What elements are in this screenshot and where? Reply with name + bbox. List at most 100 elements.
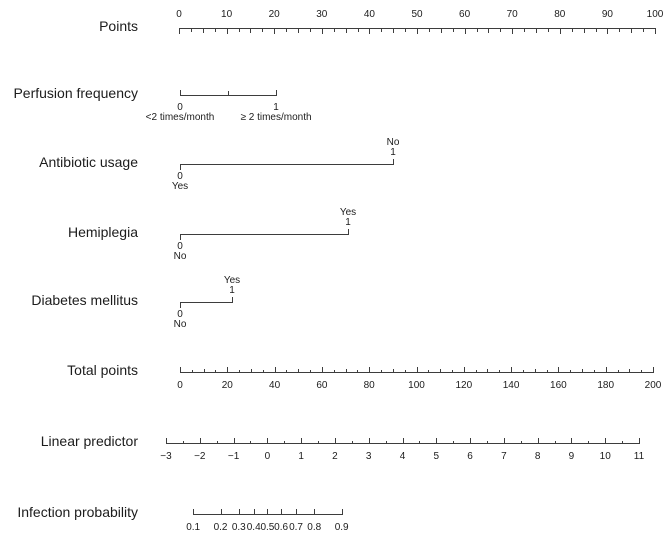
- axis-tick: [583, 28, 585, 33]
- axis-tick: [405, 28, 407, 32]
- mid-tick-perfusion-frequency: [228, 91, 229, 96]
- axis-tick: [593, 369, 595, 373]
- level-name-hemiplegia: Yes: [339, 206, 357, 218]
- tick-label-linear-predictor: 7: [501, 450, 507, 462]
- axis-tick: [588, 440, 590, 444]
- tick-label-linear-predictor: −3: [160, 450, 172, 462]
- level-value-diabetes-mellitus: 0: [177, 308, 183, 320]
- axis-tick: [605, 367, 607, 373]
- axis-tick: [619, 28, 621, 32]
- axis-tick: [238, 28, 240, 32]
- axis-tick: [476, 28, 478, 32]
- axis-tick: [301, 438, 303, 444]
- axis-tick: [214, 28, 216, 32]
- axis-tick: [369, 367, 371, 373]
- axis-tick: [253, 509, 255, 515]
- tick-label-linear-predictor: 10: [599, 450, 611, 462]
- level-value-hemiplegia: 0: [177, 240, 183, 252]
- axis-tick: [500, 28, 502, 32]
- axis-tick: [250, 28, 252, 33]
- tick-label-linear-predictor: 5: [433, 450, 440, 462]
- axis-tick: [318, 440, 320, 444]
- axis-tick: [341, 509, 343, 515]
- axis-tick: [202, 28, 204, 33]
- axis-tick: [286, 28, 288, 32]
- tick-label-infection-probability: 0.5: [260, 521, 275, 533]
- level-value-perfusion-frequency: 1: [273, 101, 279, 113]
- axis-tick: [488, 28, 490, 33]
- axis-tick: [220, 509, 222, 515]
- axis-tick: [428, 28, 430, 32]
- tick-label-total-points: 60: [316, 379, 328, 391]
- axis-tick: [238, 509, 240, 515]
- axis-tick: [416, 367, 418, 373]
- tick-label-infection-probability: 0.8: [307, 521, 322, 533]
- axis-tick: [368, 438, 370, 444]
- axis-tick: [547, 28, 549, 32]
- axis-tick: [190, 28, 192, 32]
- tick-label-points: 40: [363, 8, 375, 20]
- axis-tick: [309, 28, 311, 32]
- axis-tick: [503, 438, 505, 444]
- tick-label-linear-predictor: 11: [633, 450, 645, 462]
- axis-tick: [546, 369, 548, 373]
- level-value-perfusion-frequency: 0: [177, 101, 183, 113]
- tick-label-points: 10: [221, 8, 233, 20]
- axis-tick: [274, 367, 276, 373]
- axis-tick: [571, 438, 573, 444]
- axis-tick: [486, 440, 488, 444]
- axis-tick: [333, 369, 335, 373]
- level-tick-diabetes-mellitus: [232, 297, 233, 303]
- axis-tick: [216, 440, 218, 444]
- tick-label-points: 70: [506, 8, 518, 20]
- axis-tick: [250, 440, 252, 444]
- level-name-diabetes-mellitus: Yes: [223, 274, 241, 286]
- axis-tick: [511, 367, 513, 373]
- level-name-diabetes-mellitus: No: [173, 318, 187, 330]
- axis-tick: [267, 509, 269, 515]
- axis-tick: [286, 369, 288, 373]
- tick-label-linear-predictor: 6: [467, 450, 473, 462]
- axis-tick: [345, 28, 347, 33]
- axis-tick: [180, 367, 181, 373]
- axis-tick: [463, 367, 465, 373]
- axis-tick: [321, 28, 323, 34]
- axis-tick: [559, 28, 561, 34]
- axis-tick: [537, 438, 539, 444]
- row-label-hemiplegia: Hemiplegia: [67, 224, 138, 240]
- tick-label-total-points: 180: [597, 379, 615, 391]
- tick-label-linear-predictor: −1: [227, 450, 240, 462]
- axis-tick: [522, 369, 524, 373]
- axis-tick: [524, 28, 526, 32]
- axis-tick: [179, 28, 180, 34]
- axis-tick: [464, 28, 466, 34]
- axis-tick: [233, 438, 235, 444]
- axis-tick: [345, 368, 347, 373]
- level-value-hemiplegia: 1: [345, 216, 351, 228]
- axis-tick: [631, 28, 633, 33]
- level-tick-perfusion-frequency: [276, 90, 277, 96]
- level-name-hemiplegia: No: [173, 250, 187, 262]
- axis-tick: [617, 369, 619, 373]
- level-value-diabetes-mellitus: 1: [229, 284, 235, 296]
- axis-tick: [487, 368, 489, 373]
- tick-label-total-points: 160: [550, 379, 567, 391]
- tick-label-total-points: 0: [177, 379, 183, 391]
- level-tick-hemiplegia: [180, 234, 181, 240]
- tick-label-points: 80: [554, 8, 566, 20]
- tick-label-total-points: 200: [644, 379, 662, 391]
- axis-tick: [226, 28, 228, 34]
- axis-tick: [499, 369, 501, 373]
- tick-label-infection-probability: 0.1: [186, 521, 201, 533]
- tick-label-linear-predictor: 9: [568, 450, 575, 462]
- level-value-antibiotic-usage: 0: [177, 170, 183, 182]
- axis-line-diabetes-mellitus: [180, 302, 233, 303]
- tick-label-points: 0: [176, 8, 182, 20]
- axis-tick: [428, 369, 430, 373]
- row-label-points: Points: [99, 18, 138, 34]
- level-tick-antibiotic-usage: [393, 159, 394, 165]
- axis-tick: [321, 367, 323, 373]
- axis-tick: [381, 369, 383, 373]
- tick-label-infection-probability: 0.7: [289, 521, 303, 533]
- axis-tick: [296, 509, 298, 515]
